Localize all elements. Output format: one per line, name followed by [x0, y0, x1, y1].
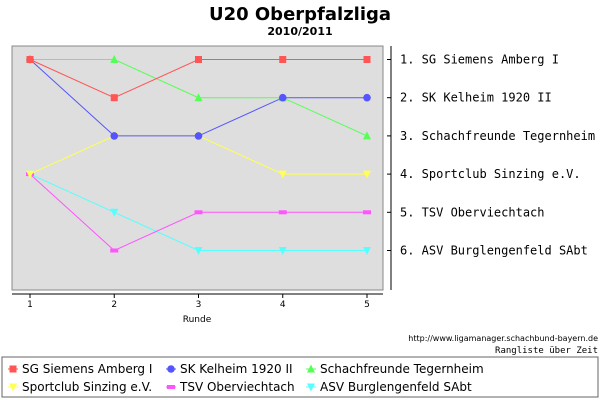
data-point — [26, 170, 34, 179]
chart-subtitle: 2010/2011 — [267, 25, 332, 38]
final-ranking-label: 6. ASV Burglengenfeld SAbt — [400, 244, 588, 258]
x-tick-label: 2 — [111, 300, 117, 310]
x-axis: 1 2 3 4 5 — [12, 293, 383, 310]
x-tick-label: 4 — [280, 300, 286, 310]
data-point — [363, 170, 371, 179]
source-url: http://www.ligamanager.schachbund-bayern… — [408, 334, 598, 343]
chart-title: U20 Oberpfalzliga — [209, 4, 391, 25]
data-point — [278, 93, 287, 102]
data-point — [363, 210, 371, 215]
data-point — [363, 247, 371, 255]
legend-label: SG Siemens Amberg I — [22, 362, 152, 376]
legend: SG Siemens Amberg I SK Kelheim 1920 II Sch… — [8, 362, 484, 394]
data-point — [363, 93, 371, 102]
data-point — [278, 170, 287, 179]
x-tick-label: 5 — [364, 300, 370, 310]
data-point — [278, 247, 287, 255]
legend-marker — [9, 365, 17, 373]
data-point — [110, 55, 119, 63]
series-1 — [26, 56, 371, 102]
final-ranking-label: 3. Schachfreunde Tegernheim — [400, 129, 595, 143]
data-point — [278, 210, 287, 215]
x-tick-label: 1 — [27, 300, 33, 310]
legend-box — [1, 356, 599, 398]
final-ranking-labels: 1. SG Siemens Amberg I 2. SK Kelheim 1920… — [400, 53, 595, 258]
x-axis-label: Runde — [183, 315, 212, 325]
final-ranking-label: 1. SG Siemens Amberg I — [400, 53, 559, 67]
data-point — [279, 56, 287, 63]
final-ranking-label: 4. Sportclub Sinzing e.V. — [400, 167, 581, 181]
legend-marker — [307, 383, 315, 392]
final-ranking-label: 5. TSV Oberviechtach — [400, 205, 545, 219]
data-point — [363, 131, 371, 140]
x-tick-label: 3 — [196, 300, 202, 310]
final-ranking-label: 2. SK Kelheim 1920 II — [400, 91, 552, 105]
legend-item: Schachfreunde Tegernheim — [306, 362, 484, 376]
legend-marker — [307, 364, 315, 373]
data-point — [194, 247, 203, 255]
data-point — [194, 132, 203, 140]
legend-marker — [167, 365, 175, 373]
legend-item: ASV Burglengenfeld SAbt — [306, 380, 472, 394]
ranking-axis — [387, 46, 392, 290]
legend-label: TSV Oberviechtach — [179, 380, 295, 394]
data-point — [110, 94, 118, 102]
legend-item: Sportclub Sinzing e.V. — [8, 380, 152, 394]
legend-label: ASV Burglengenfeld SAbt — [320, 380, 472, 394]
data-point — [363, 56, 371, 63]
legend-label: Sportclub Sinzing e.V. — [22, 380, 152, 394]
series-layer — [26, 55, 371, 255]
data-point — [195, 56, 202, 63]
data-point — [110, 132, 119, 140]
data-point — [110, 248, 119, 253]
legend-label: Schachfreunde Tegernheim — [320, 362, 484, 376]
legend-item: SG Siemens Amberg I — [8, 362, 152, 376]
plot-area — [11, 45, 384, 291]
legend-item: TSV Oberviechtach — [166, 380, 295, 394]
legend-marker — [9, 383, 17, 392]
legend-item: SK Kelheim 1920 II — [166, 362, 293, 376]
data-point — [194, 93, 203, 102]
legend-marker — [167, 385, 175, 389]
data-point — [26, 56, 34, 63]
chart-caption: Rangliste über Zeit — [495, 346, 598, 356]
legend-label: SK Kelheim 1920 II — [180, 362, 293, 376]
data-point — [194, 210, 203, 215]
data-point — [110, 208, 119, 217]
